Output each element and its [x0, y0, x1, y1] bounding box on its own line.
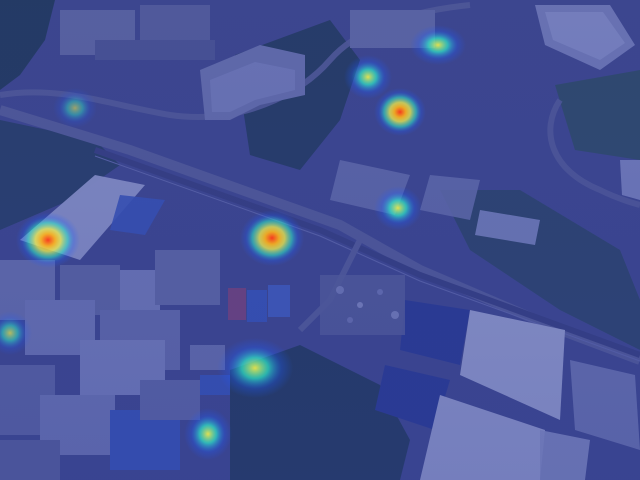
heat-spot-bottom-center: [184, 408, 232, 460]
heat-spot-lower-center: [217, 338, 293, 398]
heat-spot-top-left: [53, 88, 97, 128]
heat-spot-left-edge: [0, 311, 32, 355]
heat-spot-top-center: [344, 55, 392, 99]
heat-spot-center-right: [374, 186, 422, 230]
heat-spot-left: [16, 212, 80, 268]
heat-spot-top-center-right: [410, 25, 466, 65]
heat-spot-upper-middle: [374, 88, 426, 136]
heat-spots: [0, 25, 466, 460]
heat-spot-center: [240, 210, 304, 266]
